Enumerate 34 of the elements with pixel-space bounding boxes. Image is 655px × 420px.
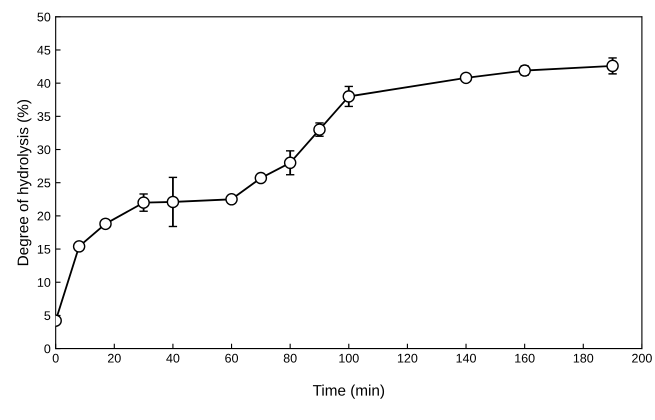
x-tick-label: 0 xyxy=(52,354,59,363)
point xyxy=(225,193,238,206)
y-axis-title: Degree of hydrolysis (%) xyxy=(17,100,32,266)
x-tick-label: 160 xyxy=(515,354,535,363)
x-tick-label: 20 xyxy=(108,354,121,363)
y-tick-label: 10 xyxy=(38,278,50,287)
x-tick-label: 40 xyxy=(166,354,180,363)
point xyxy=(460,72,472,84)
x-tick-label: 80 xyxy=(284,354,297,363)
y-tick-label: 40 xyxy=(37,78,50,88)
point xyxy=(342,90,356,103)
x-tick-label: 60 xyxy=(225,354,238,363)
y-tick-label: 15 xyxy=(38,244,50,254)
point xyxy=(254,172,268,184)
y-tick-label: 45 xyxy=(37,46,50,55)
point xyxy=(166,196,180,208)
point xyxy=(99,218,112,230)
point xyxy=(284,156,296,170)
x-tick-label: 140 xyxy=(456,354,476,363)
x-tick-label: 200 xyxy=(632,354,652,363)
x-axis-title: Time (min) xyxy=(312,384,384,399)
point xyxy=(606,60,619,72)
y-tick-label: 20 xyxy=(38,212,50,221)
y-tick-label: 30 xyxy=(37,145,50,154)
point xyxy=(137,196,150,209)
y-tick-label: 0 xyxy=(44,344,50,354)
y-tick-label: 5 xyxy=(44,311,50,320)
x-tick-label: 100 xyxy=(339,354,359,363)
y-tick-label: 50 xyxy=(37,12,50,22)
y-tick-label: 25 xyxy=(38,178,50,188)
x-tick-label: 180 xyxy=(574,354,594,363)
x-tick-label: 120 xyxy=(398,354,418,363)
point xyxy=(72,240,86,253)
y-tick-label: 35 xyxy=(37,112,50,121)
